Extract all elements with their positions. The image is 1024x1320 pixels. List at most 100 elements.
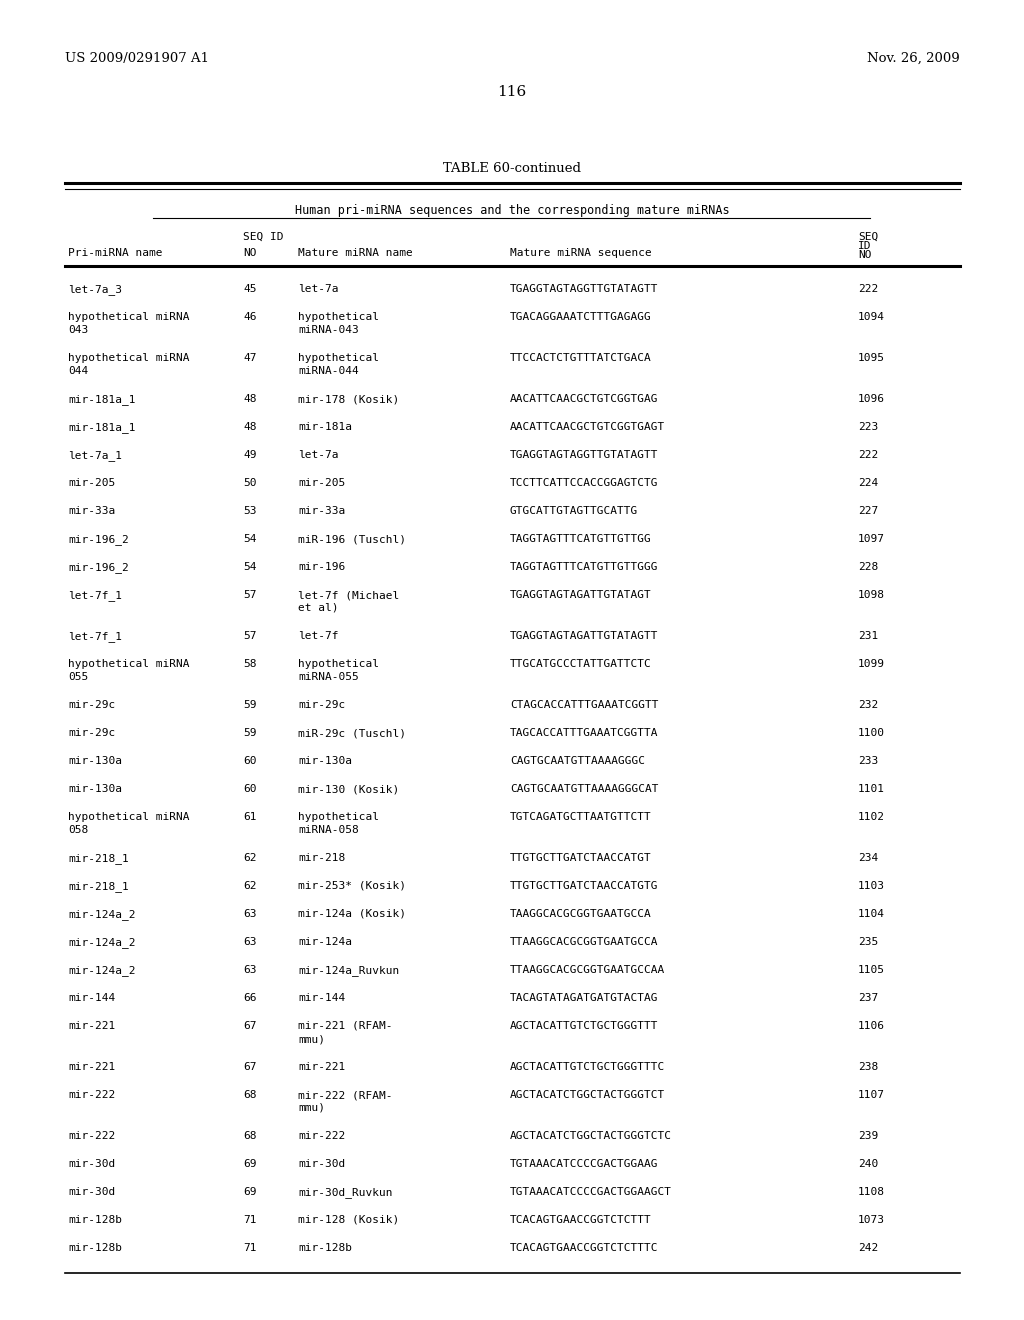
Text: 239: 239: [858, 1131, 879, 1140]
Text: hypothetical miRNA: hypothetical miRNA: [68, 659, 189, 669]
Text: mir-221: mir-221: [68, 1020, 116, 1031]
Text: hypothetical: hypothetical: [298, 659, 379, 669]
Text: ID: ID: [858, 242, 871, 251]
Text: 224: 224: [858, 478, 879, 488]
Text: 48: 48: [243, 422, 256, 432]
Text: mir-130 (Kosik): mir-130 (Kosik): [298, 784, 399, 795]
Text: 60: 60: [243, 784, 256, 795]
Text: 45: 45: [243, 284, 256, 294]
Text: mir-30d_Ruvkun: mir-30d_Ruvkun: [298, 1187, 392, 1199]
Text: mir-144: mir-144: [68, 993, 116, 1003]
Text: 222: 222: [858, 450, 879, 459]
Text: mmu): mmu): [298, 1034, 325, 1044]
Text: 1073: 1073: [858, 1214, 885, 1225]
Text: hypothetical miRNA: hypothetical miRNA: [68, 312, 189, 322]
Text: mir-205: mir-205: [298, 478, 345, 488]
Text: TABLE 60-continued: TABLE 60-continued: [443, 162, 581, 176]
Text: 1105: 1105: [858, 965, 885, 975]
Text: TGTCAGATGCTTAATGTTCTT: TGTCAGATGCTTAATGTTCTT: [510, 812, 651, 822]
Text: mir-30d: mir-30d: [68, 1159, 116, 1170]
Text: let-7a_3: let-7a_3: [68, 284, 122, 294]
Text: 68: 68: [243, 1131, 256, 1140]
Text: mir-218: mir-218: [298, 853, 345, 863]
Text: mir-30d: mir-30d: [68, 1187, 116, 1197]
Text: TTGTGCTTGATCTAACCATGT: TTGTGCTTGATCTAACCATGT: [510, 853, 651, 863]
Text: mir-218_1: mir-218_1: [68, 880, 129, 892]
Text: mir-128 (Kosik): mir-128 (Kosik): [298, 1214, 399, 1225]
Text: mir-144: mir-144: [298, 993, 345, 1003]
Text: CAGTGCAATGTTAAAAGGGC: CAGTGCAATGTTAAAAGGGC: [510, 756, 645, 766]
Text: 68: 68: [243, 1090, 256, 1100]
Text: 46: 46: [243, 312, 256, 322]
Text: hypothetical: hypothetical: [298, 812, 379, 822]
Text: mir-221 (RFAM-: mir-221 (RFAM-: [298, 1020, 392, 1031]
Text: 59: 59: [243, 729, 256, 738]
Text: AGCTACATCTGGCTACTGGGTCT: AGCTACATCTGGCTACTGGGTCT: [510, 1090, 666, 1100]
Text: hypothetical miRNA: hypothetical miRNA: [68, 812, 189, 822]
Text: 058: 058: [68, 825, 88, 836]
Text: TTAAGGCACGCGGTGAATGCCAA: TTAAGGCACGCGGTGAATGCCAA: [510, 965, 666, 975]
Text: miRNA-044: miRNA-044: [298, 366, 358, 376]
Text: mir-222 (RFAM-: mir-222 (RFAM-: [298, 1090, 392, 1100]
Text: 62: 62: [243, 853, 256, 863]
Text: mir-221: mir-221: [68, 1063, 116, 1072]
Text: 240: 240: [858, 1159, 879, 1170]
Text: 48: 48: [243, 393, 256, 404]
Text: 222: 222: [858, 284, 879, 294]
Text: mir-30d: mir-30d: [298, 1159, 345, 1170]
Text: 63: 63: [243, 909, 256, 919]
Text: mir-181a_1: mir-181a_1: [68, 422, 135, 433]
Text: let-7a: let-7a: [298, 284, 339, 294]
Text: 1108: 1108: [858, 1187, 885, 1197]
Text: AACATTCAACGCTGTCGGTGAGT: AACATTCAACGCTGTCGGTGAGT: [510, 422, 666, 432]
Text: mir-124a: mir-124a: [298, 937, 352, 946]
Text: mir-128b: mir-128b: [298, 1243, 352, 1253]
Text: let-7f_1: let-7f_1: [68, 590, 122, 601]
Text: TAGCACCATTTGAAATCGGTTA: TAGCACCATTTGAAATCGGTTA: [510, 729, 658, 738]
Text: 1102: 1102: [858, 812, 885, 822]
Text: CTAGCACCATTTGAAATCGGTT: CTAGCACCATTTGAAATCGGTT: [510, 700, 658, 710]
Text: 1106: 1106: [858, 1020, 885, 1031]
Text: SEQ ID: SEQ ID: [243, 232, 284, 242]
Text: 50: 50: [243, 478, 256, 488]
Text: 61: 61: [243, 812, 256, 822]
Text: 1100: 1100: [858, 729, 885, 738]
Text: 60: 60: [243, 756, 256, 766]
Text: 67: 67: [243, 1063, 256, 1072]
Text: AGCTACATCTGGCTACTGGGTCTC: AGCTACATCTGGCTACTGGGTCTC: [510, 1131, 672, 1140]
Text: mir-196_2: mir-196_2: [68, 562, 129, 573]
Text: 1096: 1096: [858, 393, 885, 404]
Text: 66: 66: [243, 993, 256, 1003]
Text: 238: 238: [858, 1063, 879, 1072]
Text: 1095: 1095: [858, 352, 885, 363]
Text: Nov. 26, 2009: Nov. 26, 2009: [867, 51, 961, 65]
Text: Mature miRNA name: Mature miRNA name: [298, 248, 413, 257]
Text: 63: 63: [243, 965, 256, 975]
Text: 54: 54: [243, 535, 256, 544]
Text: 231: 231: [858, 631, 879, 642]
Text: 1107: 1107: [858, 1090, 885, 1100]
Text: 234: 234: [858, 853, 879, 863]
Text: mmu): mmu): [298, 1104, 325, 1113]
Text: TCACAGTGAACCGGTCTCTTT: TCACAGTGAACCGGTCTCTTT: [510, 1214, 651, 1225]
Text: AGCTACATTGTCTGCTGGGTTTC: AGCTACATTGTCTGCTGGGTTTC: [510, 1063, 666, 1072]
Text: 67: 67: [243, 1020, 256, 1031]
Text: mir-178 (Kosik): mir-178 (Kosik): [298, 393, 399, 404]
Text: SEQ: SEQ: [858, 232, 879, 242]
Text: 1104: 1104: [858, 909, 885, 919]
Text: mir-124a_2: mir-124a_2: [68, 965, 135, 975]
Text: mir-221: mir-221: [298, 1063, 345, 1072]
Text: TAGGTAGTTTCATGTTGTTGGG: TAGGTAGTTTCATGTTGTTGGG: [510, 562, 658, 572]
Text: miR-196 (Tuschl): miR-196 (Tuschl): [298, 535, 406, 544]
Text: 69: 69: [243, 1159, 256, 1170]
Text: 1099: 1099: [858, 659, 885, 669]
Text: mir-29c: mir-29c: [298, 700, 345, 710]
Text: mir-130a: mir-130a: [298, 756, 352, 766]
Text: mir-124a_2: mir-124a_2: [68, 909, 135, 920]
Text: 1101: 1101: [858, 784, 885, 795]
Text: 228: 228: [858, 562, 879, 572]
Text: 223: 223: [858, 422, 879, 432]
Text: 1098: 1098: [858, 590, 885, 601]
Text: US 2009/0291907 A1: US 2009/0291907 A1: [65, 51, 209, 65]
Text: mir-253* (Kosik): mir-253* (Kosik): [298, 880, 406, 891]
